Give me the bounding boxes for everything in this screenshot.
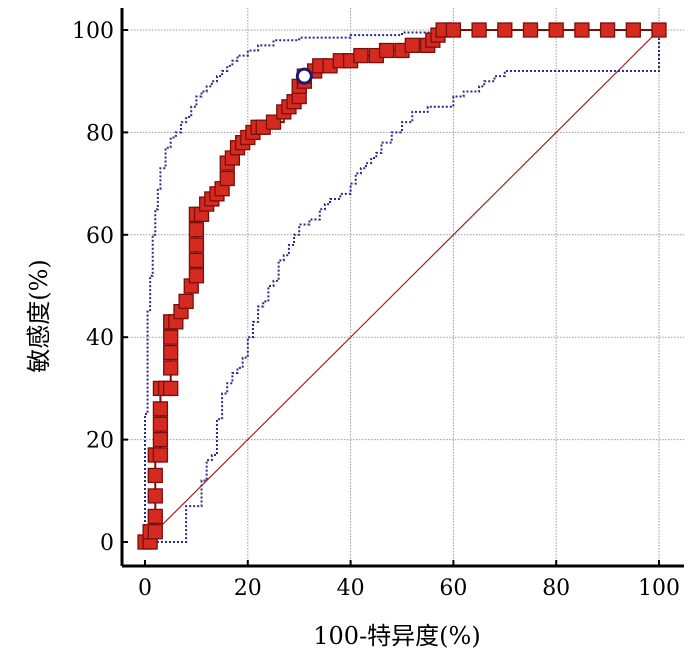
x-tick-label: 80 (542, 576, 570, 601)
roc-point-marker (147, 508, 163, 525)
roc-point-marker (163, 360, 179, 376)
axis-layer (120, 8, 684, 568)
roc-point-marker (188, 268, 205, 284)
roc-point-marker (445, 22, 462, 38)
y-tick-label: 0 (100, 531, 114, 556)
y-tick-label: 60 (86, 224, 114, 249)
roc-point-marker (471, 22, 487, 38)
roc-point-marker (152, 447, 169, 463)
x-tick-label: 20 (234, 576, 262, 601)
grid-layer (122, 8, 684, 566)
optimal-cutoff-marker (295, 67, 313, 85)
roc-point-marker (188, 252, 205, 269)
roc-point-marker (574, 22, 590, 38)
roc-point-marker (548, 22, 564, 38)
roc-point-marker (152, 416, 169, 432)
roc-point-marker (163, 380, 179, 397)
roc-point-marker (152, 401, 169, 417)
roc-point-marker (147, 524, 163, 540)
roc-point-marker (163, 344, 179, 361)
x-axis-title: 100-特异度(%) (313, 622, 480, 650)
y-tick-label: 100 (72, 19, 114, 44)
roc-point-marker (219, 170, 235, 187)
roc-point-marker (522, 22, 539, 38)
upper-confidence-bound-line (144, 29, 659, 542)
x-tick-label: 40 (337, 576, 365, 601)
roc-point-marker (188, 237, 205, 253)
roc-point-marker (188, 222, 205, 238)
x-tick-label: 0 (138, 576, 152, 601)
y-tick-label: 40 (86, 326, 114, 351)
roc-point-marker (152, 431, 169, 448)
x-tick-label: 100 (638, 576, 680, 601)
roc-point-marker (651, 22, 667, 38)
y-axis-title: 敏感度(%) (25, 259, 53, 373)
series-layer (144, 29, 660, 543)
roc-point-marker (378, 42, 395, 59)
roc-point-marker (178, 293, 194, 310)
lower-confidence-bound-line (145, 30, 660, 543)
roc-point-marker (599, 22, 616, 38)
y-tick-label: 80 (86, 121, 114, 146)
roc-point-marker (353, 47, 369, 64)
roc-point-marker (497, 22, 513, 38)
reference-diagonal-line (144, 29, 660, 543)
label-layer: 100-特异度(%) 敏感度(%) 0 20 40 60 80 100 0 20 40 60 80 1… (25, 19, 680, 650)
x-tick-label: 60 (439, 576, 467, 601)
marker-layer (137, 22, 667, 550)
roc-point-marker (404, 37, 420, 54)
roc-point-marker (147, 467, 163, 484)
y-tick-label: 20 (86, 429, 114, 454)
roc-point-marker (147, 488, 163, 504)
roc-point-marker (625, 22, 641, 38)
roc-point-marker (163, 329, 179, 345)
